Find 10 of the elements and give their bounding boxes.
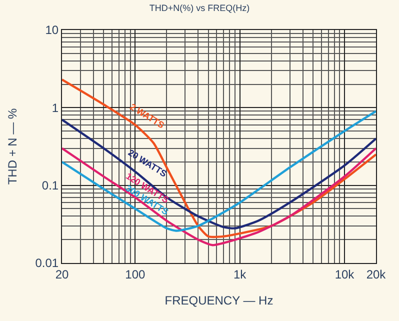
chart-title: THD+N(%) vs FREQ(Hz) [149, 3, 250, 14]
x-tick-label: 100 [125, 267, 146, 282]
y-tick-label: 10 [45, 23, 59, 38]
y-axis-title: THD + N — % [6, 108, 20, 185]
y-tick-label: 1 [52, 100, 59, 115]
x-tick-label: 20k [366, 267, 387, 282]
x-tick-label: 1k [233, 267, 248, 282]
x-tick-label: 10k [334, 267, 356, 282]
x-axis-title: FREQUENCY — Hz [164, 293, 274, 308]
y-tick-label: 0.1 [42, 178, 59, 193]
